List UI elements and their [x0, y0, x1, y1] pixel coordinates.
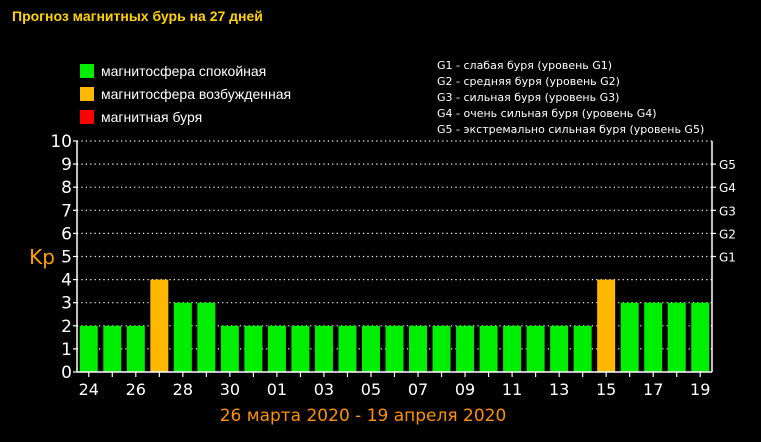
legend-swatch-calm	[80, 64, 94, 78]
y-tick-label: 7	[61, 201, 72, 221]
bar	[526, 325, 545, 372]
x-tick-label: 13	[549, 380, 569, 399]
x-tick-label: 30	[220, 380, 240, 399]
x-tick-label: 19	[690, 380, 710, 399]
x-tick-label: 17	[643, 380, 663, 399]
bar	[432, 325, 451, 372]
g-level-g1-description: G1 - слабая буря (уровень G1)	[437, 59, 613, 72]
bar	[361, 325, 380, 372]
x-tick-label: 26	[126, 380, 146, 399]
bar	[620, 302, 639, 372]
y-tick-label: 0	[61, 363, 72, 383]
y-tick-label: 8	[61, 178, 72, 198]
bar	[173, 302, 192, 372]
x-tick-label: 03	[314, 380, 334, 399]
g-axis-label: G5	[719, 158, 736, 172]
x-axis-title: 26 марта 2020 - 19 апреля 2020	[220, 406, 507, 426]
x-tick-label: 24	[79, 380, 99, 399]
g-axis-label: G2	[719, 227, 736, 241]
y-tick-label: 2	[61, 317, 72, 337]
g-level-g3-description: G3 - сильная буря (уровень G3)	[437, 91, 620, 104]
legend-item-storm: магнитная буря	[80, 109, 202, 125]
bar	[197, 302, 216, 372]
legend-label-calm: магнитосфера спокойная	[101, 63, 267, 79]
legend-swatch-storm	[80, 110, 94, 124]
x-tick-label: 28	[173, 380, 193, 399]
x-tick-label: 07	[408, 380, 428, 399]
bar	[597, 279, 616, 372]
bar	[220, 325, 239, 372]
legend-item-calm: магнитосфера спокойная	[80, 63, 266, 79]
g-level-g4-description: G4 - очень сильная буря (уровень G4)	[437, 107, 657, 120]
y-tick-label: 5	[61, 248, 72, 268]
legend-label-excited: магнитосфера возбужденная	[101, 86, 292, 102]
bar	[644, 302, 663, 372]
bar	[550, 325, 569, 372]
bar	[267, 325, 286, 372]
x-tick-label: 01	[267, 380, 287, 399]
bar	[667, 302, 686, 372]
legend-swatch-excited	[80, 87, 94, 101]
legend-item-excited: магнитосфера возбужденная	[80, 86, 291, 102]
y-tick-label: 6	[61, 224, 72, 244]
bar	[150, 279, 169, 372]
legend-label-storm: магнитная буря	[101, 109, 203, 125]
bar	[291, 325, 310, 372]
chart-title: Прогноз магнитных бурь на 27 дней	[12, 8, 263, 24]
bar	[409, 325, 428, 372]
bar	[573, 325, 592, 372]
y-tick-label: 10	[50, 132, 72, 152]
g-axis-label: G3	[719, 204, 736, 218]
y-tick-label: 4	[61, 271, 72, 291]
g-level-g2-description: G2 - средняя буря (уровень G2)	[437, 75, 620, 88]
x-tick-label: 11	[502, 380, 522, 399]
y-axis-title: Kp	[29, 245, 55, 269]
bar	[126, 325, 145, 372]
g-axis-label: G1	[719, 251, 736, 265]
bar	[314, 325, 333, 372]
bar	[691, 302, 710, 372]
bar	[479, 325, 498, 372]
bar	[338, 325, 357, 372]
y-tick-label: 9	[61, 155, 72, 175]
bar	[456, 325, 475, 372]
g-axis-label: G4	[719, 181, 736, 195]
bar	[244, 325, 263, 372]
bar	[103, 325, 122, 372]
bar	[503, 325, 522, 372]
x-tick-label: 05	[361, 380, 381, 399]
g-level-g5-description: G5 - экстремально сильная буря (уровень …	[437, 123, 705, 136]
y-tick-label: 3	[61, 294, 72, 314]
x-tick-label: 09	[455, 380, 475, 399]
bar	[385, 325, 404, 372]
x-tick-label: 15	[596, 380, 616, 399]
y-tick-label: 1	[61, 340, 72, 360]
bar	[79, 325, 98, 372]
